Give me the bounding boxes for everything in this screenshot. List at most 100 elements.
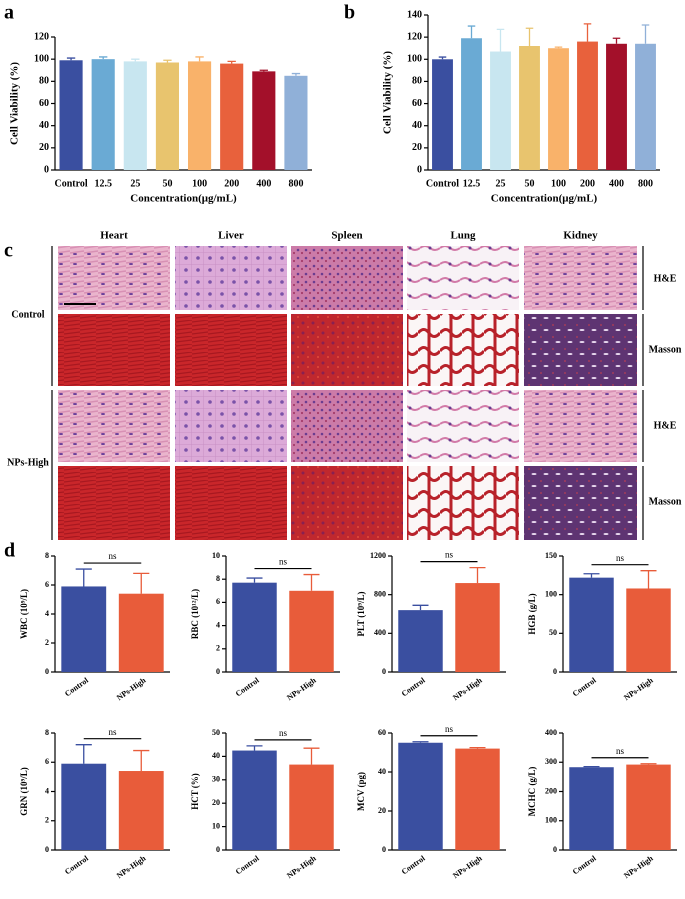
x-tick-label: NPs-High <box>285 853 318 880</box>
bar <box>626 764 671 850</box>
y-tick-label: 50 <box>212 728 220 737</box>
y-tick-label: 10 <box>212 551 220 560</box>
x-tick-label: NPs-High <box>115 675 148 702</box>
error-bar <box>583 23 592 42</box>
bar <box>118 771 164 850</box>
y-tick-label: 120 <box>407 31 422 42</box>
error-bar <box>583 765 600 768</box>
tissue-image <box>58 466 170 540</box>
error-bar <box>246 745 263 751</box>
error-bar <box>303 573 320 591</box>
bar <box>398 610 443 672</box>
x-tick-label: NPs-High <box>622 675 655 702</box>
x-tick-label: Control <box>234 853 262 876</box>
significance-label: ns <box>445 724 454 734</box>
panel-label: c <box>4 240 13 262</box>
bar <box>398 742 443 850</box>
significance-label: ns <box>108 727 117 737</box>
bar <box>61 586 107 672</box>
tissue-image <box>175 246 287 310</box>
x-tick-label: 50 <box>525 178 535 189</box>
y-tick-label: 20 <box>412 142 422 153</box>
organ-label: Heart <box>100 230 128 242</box>
y-tick-label: 4 <box>216 620 220 629</box>
x-tick-label: Control <box>571 675 599 698</box>
bar <box>91 59 115 170</box>
tissue-image <box>175 390 287 462</box>
y-tick-label: 20 <box>378 806 386 815</box>
x-tick-label: Control <box>400 675 428 698</box>
panel-label: b <box>344 2 355 24</box>
error-bar <box>133 572 150 594</box>
error-bar <box>525 27 534 46</box>
y-tick-label: 50 <box>549 628 557 637</box>
bar <box>455 583 500 672</box>
tissue-image <box>175 314 287 386</box>
bar <box>232 582 277 672</box>
y-tick-label: 400 <box>374 628 386 637</box>
y-tick-label: 140 <box>407 9 422 20</box>
y-tick-label: 40 <box>412 120 422 131</box>
tissue-image <box>407 390 519 462</box>
y-axis-label: MCHC (g/L) <box>527 767 537 817</box>
bar <box>220 63 244 170</box>
x-tick-label: 800 <box>288 178 303 189</box>
error-bar <box>640 763 657 765</box>
y-tick-label: 60 <box>412 98 422 109</box>
y-tick-label: 20 <box>39 142 49 153</box>
bar <box>289 590 334 672</box>
x-tick-label: 100 <box>551 178 566 189</box>
y-tick-label: 6 <box>45 757 49 766</box>
x-tick-label: NPs-High <box>451 675 484 702</box>
tissue-image <box>524 466 637 540</box>
bar <box>519 46 540 170</box>
tissue-image <box>407 246 519 310</box>
y-tick-label: 4 <box>45 609 49 618</box>
y-axis-label: Cell Viability (%) <box>382 51 394 134</box>
error-bar <box>246 577 263 583</box>
bar <box>232 750 277 850</box>
y-tick-label: 80 <box>412 76 422 87</box>
error-bar <box>469 746 486 749</box>
error-bar <box>438 56 447 60</box>
x-tick-label: 25 <box>130 178 140 189</box>
tissue-image <box>291 246 403 310</box>
bar <box>155 62 180 170</box>
x-tick-label: NPs-High <box>451 853 484 880</box>
y-tick-label: 100 <box>545 589 557 598</box>
tissue-image <box>524 390 637 462</box>
error-bar <box>583 573 600 578</box>
error-bar <box>99 56 108 60</box>
x-tick-label: 400 <box>609 178 624 189</box>
error-bar <box>496 28 505 52</box>
bar <box>490 51 511 170</box>
tissue-image <box>524 314 637 386</box>
panel-label: a <box>4 2 14 24</box>
group-label: NPs-High <box>7 457 49 468</box>
stain-label: H&E <box>654 273 677 284</box>
y-axis-label: GRN (10⁹/L) <box>19 767 29 815</box>
y-tick-label: 0 <box>382 845 386 854</box>
tissue-image <box>58 314 170 386</box>
stain-label: Masson <box>649 344 682 355</box>
y-tick-label: 1200 <box>370 551 386 560</box>
x-tick-label: Control <box>63 853 91 876</box>
y-tick-label: 300 <box>545 757 557 766</box>
x-tick-label: Control <box>426 178 459 189</box>
x-tick-label: 50 <box>162 178 172 189</box>
error-bar <box>303 747 320 765</box>
y-tick-label: 0 <box>216 845 220 854</box>
y-tick-label: 80 <box>39 76 49 87</box>
panel-label: d <box>4 540 15 562</box>
x-tick-label: Control <box>63 675 91 698</box>
y-axis-label: MCV (pg) <box>356 772 366 811</box>
y-tick-label: 8 <box>45 728 49 737</box>
x-tick-label: NPs-High <box>622 853 655 880</box>
tissue-image <box>291 314 403 386</box>
y-tick-label: 8 <box>45 551 49 560</box>
y-axis-label: WBC (10⁹/L) <box>19 589 29 639</box>
tissue-image <box>175 466 287 540</box>
error-bar <box>66 57 76 61</box>
y-axis-label: HCT (%) <box>190 773 200 810</box>
